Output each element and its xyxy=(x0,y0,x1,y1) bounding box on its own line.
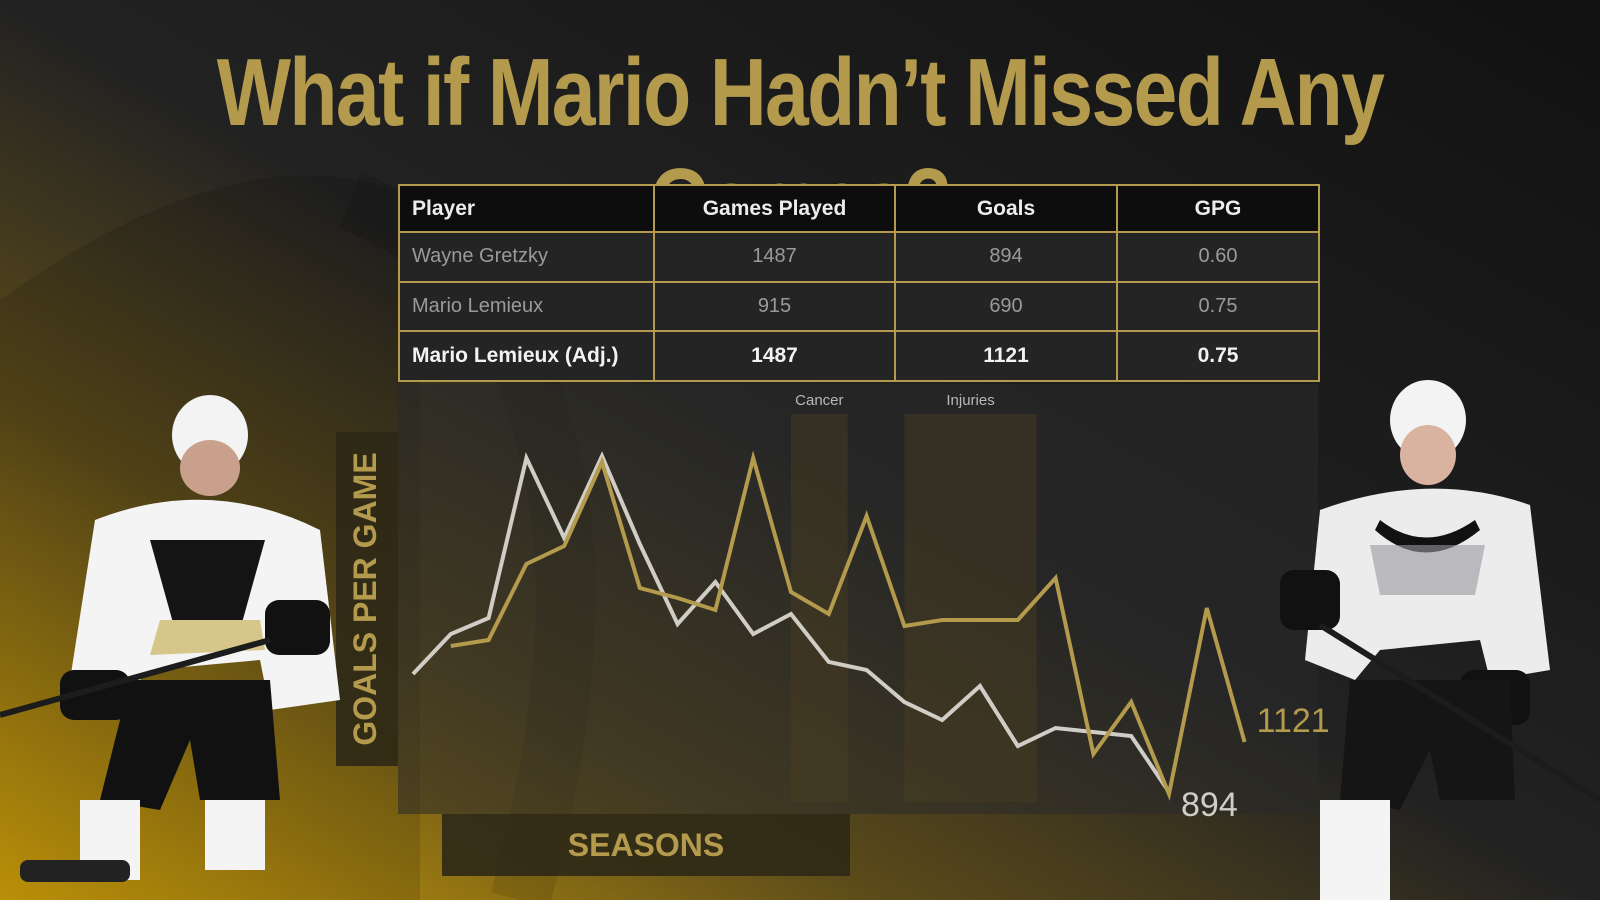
cell-player: Mario Lemieux (Adj.) xyxy=(398,330,655,382)
header-goals: Goals xyxy=(894,184,1118,233)
header-player: Player xyxy=(398,184,655,233)
table-row: Mario Lemieux (Adj.) 1487 1121 0.75 xyxy=(398,330,1320,382)
cell-gpg: 0.75 xyxy=(1116,280,1320,333)
stats-table: Player Games Played Goals GPG Wayne Gret… xyxy=(398,184,1320,382)
wayne-gretzky-player-image xyxy=(1280,380,1600,900)
cell-goals: 894 xyxy=(894,231,1118,283)
cell-games: 1487 xyxy=(653,231,896,283)
cell-goals: 1121 xyxy=(894,330,1118,382)
annotation-label: Injuries xyxy=(946,392,994,409)
table-header-row: Player Games Played Goals GPG xyxy=(398,184,1320,233)
series-end-label-0: 894 xyxy=(1181,786,1238,824)
annotation-label: Cancer xyxy=(795,392,843,409)
cell-player: Mario Lemieux xyxy=(398,280,655,333)
mario-lemieux-player-image xyxy=(0,395,340,882)
cell-games: 915 xyxy=(653,280,896,333)
y-axis-label-box xyxy=(336,432,398,766)
series-end-label-1: 1121 xyxy=(1257,702,1330,740)
cell-gpg: 0.60 xyxy=(1116,231,1320,283)
x-axis-label: SEASONS xyxy=(568,827,724,863)
cell-games: 1487 xyxy=(653,330,896,382)
y-axis-label: GOALS PER GAME xyxy=(347,452,383,745)
cell-goals: 690 xyxy=(894,280,1118,333)
series-line-0 xyxy=(411,451,1171,794)
header-games-played: Games Played xyxy=(653,184,896,233)
table-row: Wayne Gretzky 1487 894 0.60 xyxy=(398,231,1320,283)
table-row: Mario Lemieux 915 690 0.75 xyxy=(398,280,1320,333)
cell-player: Wayne Gretzky xyxy=(398,231,655,283)
x-axis-label-box xyxy=(442,814,850,876)
cell-gpg: 0.75 xyxy=(1116,330,1320,382)
header-gpg: GPG xyxy=(1116,184,1320,233)
series-line-1 xyxy=(450,450,1247,801)
